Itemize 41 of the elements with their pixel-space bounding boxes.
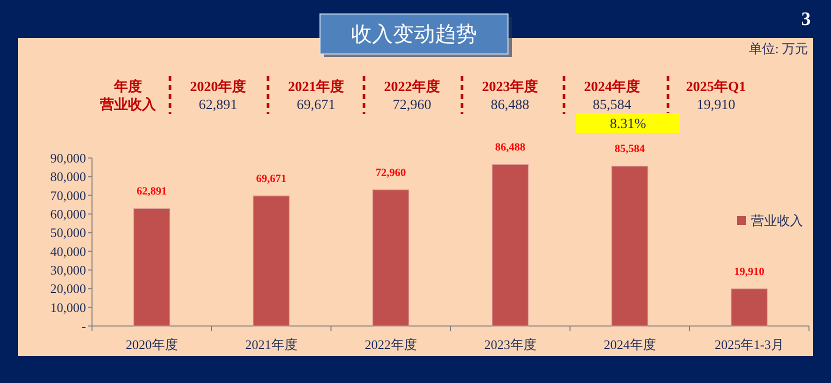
x-tick-label: 2021年度 <box>245 337 298 352</box>
x-tick-label: 2022年度 <box>364 337 417 352</box>
text: 86,488 <box>490 98 530 113</box>
x-tick-label: 2023年度 <box>484 337 536 352</box>
text: 2023年度 <box>482 78 538 95</box>
x-tick-label: 2024年度 <box>604 337 656 352</box>
text: 72,960 <box>392 98 432 113</box>
y-tick-label: 70,000 <box>50 188 86 203</box>
data-label: 72,960 <box>376 166 406 179</box>
text: 2022年度 <box>384 78 440 95</box>
y-tick-label: 20,000 <box>50 281 86 296</box>
text: 85,584 <box>592 98 632 113</box>
y-tick-label: - <box>82 318 86 334</box>
y-tick-label: 10,000 <box>50 300 86 315</box>
text: 69,671 <box>296 98 336 113</box>
x-tick-label: 2025年1-3月 <box>714 337 784 352</box>
legend-label: 营业收入 <box>751 213 803 228</box>
data-label: 69,671 <box>256 172 286 185</box>
text: 2021年度 <box>288 78 344 95</box>
text: 19,910 <box>696 98 736 113</box>
y-tick-label: 40,000 <box>50 244 86 259</box>
text: 单位: 万元 <box>749 41 808 56</box>
text: 2025年Q1 <box>686 79 746 95</box>
y-tick-label: 80,000 <box>50 169 86 184</box>
text: 8.31% <box>610 117 646 132</box>
text: 年度 <box>113 78 142 95</box>
data-label: 62,891 <box>136 186 167 198</box>
y-tick-label: 30,000 <box>50 262 86 278</box>
y-tick-label: 60,000 <box>50 206 86 222</box>
chart-title: 收入变动趋势 <box>351 22 477 46</box>
text: 营业收入 <box>99 97 157 113</box>
y-tick-label: 50,000 <box>50 225 86 240</box>
data-label: 86,488 <box>495 142 526 154</box>
x-tick-label: 2020年度 <box>126 337 178 352</box>
text: 3 <box>801 9 811 30</box>
text: 2020年度 <box>190 78 246 95</box>
text: 2024年度 <box>584 78 640 95</box>
data-label: 85,584 <box>614 143 646 156</box>
text: 62,891 <box>198 98 238 113</box>
data-label: 19,910 <box>734 266 765 278</box>
y-tick-label: 90,000 <box>50 150 86 166</box>
